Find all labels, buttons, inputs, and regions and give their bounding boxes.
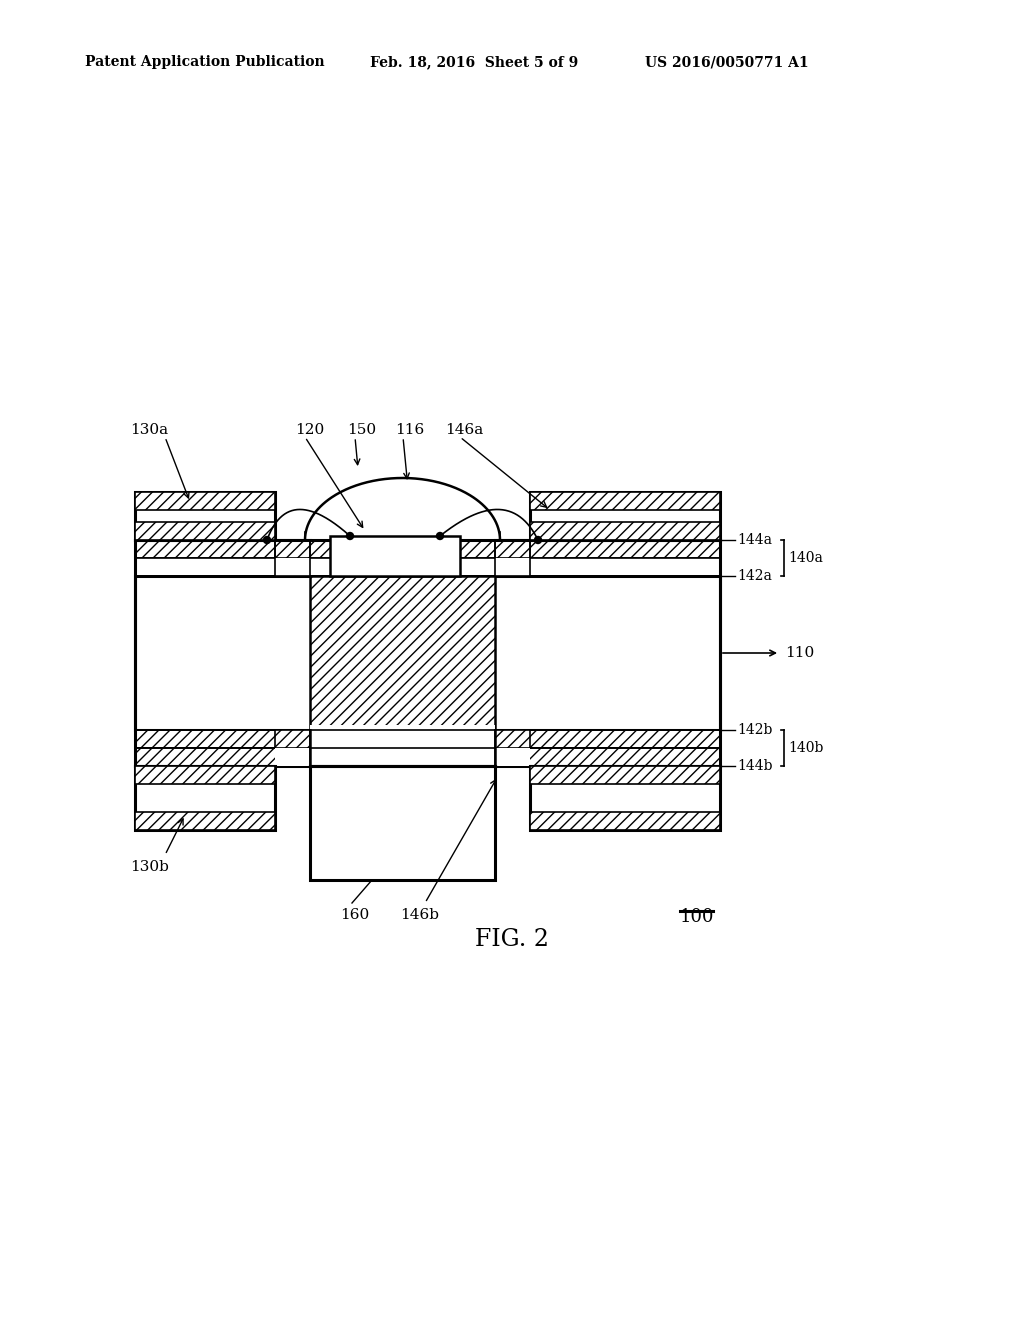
Bar [135,748,720,766]
Text: Patent Application Publication: Patent Application Publication [85,55,325,69]
Circle shape [346,532,353,540]
Bar [135,521,275,540]
Text: 140b: 140b [788,741,823,755]
Bar [495,540,530,558]
Text: 100: 100 [680,908,715,927]
Text: US 2016/0050771 A1: US 2016/0050771 A1 [645,55,809,69]
Bar [530,492,720,540]
Bar [275,748,310,766]
Bar [135,766,275,784]
Bar [275,540,310,558]
Text: 116: 116 [395,422,424,437]
Bar [495,748,530,766]
Bar [495,540,530,576]
Bar [275,730,310,748]
Bar [135,492,275,540]
Bar [135,492,275,510]
Bar [135,558,720,576]
Bar [530,766,720,784]
Text: 130b: 130b [130,861,169,874]
Bar [495,558,530,576]
Bar [330,536,460,576]
Text: FIG. 2: FIG. 2 [475,928,549,952]
Text: 130a: 130a [130,422,168,437]
Text: 146a: 146a [445,422,483,437]
Bar [530,521,720,540]
Text: 142a: 142a [737,569,772,583]
Circle shape [535,536,542,544]
Bar [530,766,720,830]
Text: 150: 150 [347,422,376,437]
Text: 120: 120 [295,422,325,437]
Bar [135,766,275,830]
Bar [495,730,530,748]
Circle shape [436,532,443,540]
Bar [530,812,720,830]
Text: 110: 110 [785,645,814,660]
Text: 144a: 144a [737,533,772,546]
Bar [310,766,495,880]
Text: 142b: 142b [737,723,772,737]
Bar [135,576,720,730]
Bar [310,725,495,766]
Bar [135,540,720,558]
Bar [275,558,310,576]
Text: 146b: 146b [400,908,439,921]
Text: 144b: 144b [737,759,772,774]
Bar [530,492,720,510]
Bar [135,812,275,830]
Circle shape [263,536,270,544]
Text: 160: 160 [340,908,370,921]
Bar [310,730,495,766]
Text: Feb. 18, 2016  Sheet 5 of 9: Feb. 18, 2016 Sheet 5 of 9 [370,55,579,69]
Bar [135,730,720,748]
Bar [310,576,495,730]
Bar [275,540,310,576]
Text: 140a: 140a [788,550,823,565]
